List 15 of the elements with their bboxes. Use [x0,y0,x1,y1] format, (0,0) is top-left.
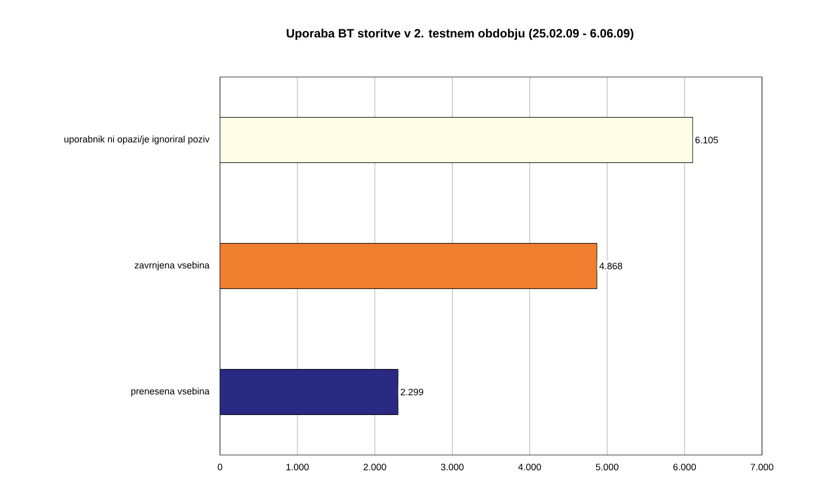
y-tick-label: prenesena vsebina [131,388,210,396]
x-tick-label: 5.000 [596,464,618,470]
x-tick-label: 3.000 [440,464,464,470]
x-tick-label: 1.000 [286,464,309,470]
y-tick-label: uporabnik ni opazi/je ignoriral poziv [64,136,210,144]
data-label: 4.868 [599,262,622,270]
x-tick-label: 4.000 [518,464,542,470]
x-tick-label: 0 [218,464,222,470]
data-label: 6.105 [695,136,718,144]
chart-title: Uporaba BT storitve v 2. testnem obdobju (25.02.09 - 6.06.09) [286,28,634,40]
data-label: 2.299 [400,388,424,396]
x-tick-label: 2.000 [364,464,386,470]
x-tick-label: 6.000 [673,464,696,470]
x-tick-label: 7.000 [750,464,774,470]
y-tick-label: zavrnjena vsebina [134,262,210,270]
